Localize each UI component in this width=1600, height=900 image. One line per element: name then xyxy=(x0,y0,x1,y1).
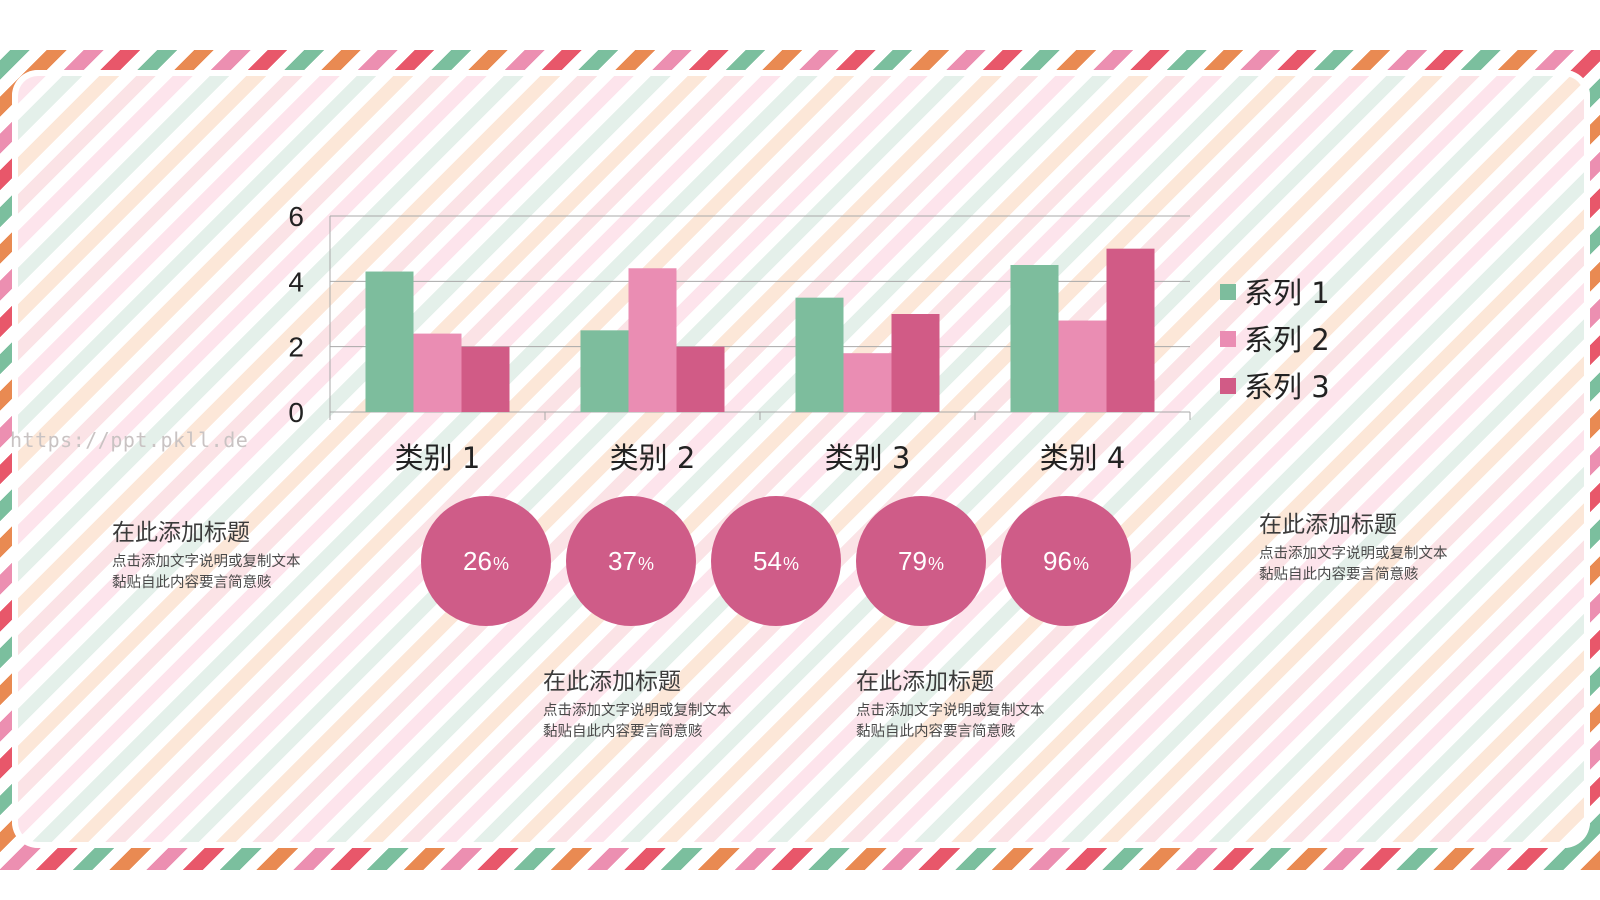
percent-value: 26 xyxy=(463,545,492,576)
percent-value: 79 xyxy=(898,545,927,576)
percent-value: 37 xyxy=(608,545,637,576)
block-title: 在此添加标题 xyxy=(1259,512,1397,538)
percent-sign: % xyxy=(637,553,654,574)
percent-bubble-5: 96% xyxy=(1001,496,1131,626)
bar xyxy=(676,346,725,412)
bar xyxy=(1106,248,1155,412)
y-tick-label: 2 xyxy=(288,332,304,363)
striped-content-panel xyxy=(12,70,1590,848)
x-tick-label: 类别 4 xyxy=(1040,441,1126,475)
watermark-text: https://ppt.pkll.de xyxy=(10,428,249,452)
text-block-center-right: 在此添加标题 点击添加文字说明或复制文本黏贴自此内容要言简意赅 xyxy=(856,667,1046,743)
text-block-center-left: 在此添加标题 点击添加文字说明或复制文本黏贴自此内容要言简意赅 xyxy=(543,667,733,743)
bar xyxy=(413,333,462,412)
bar xyxy=(1010,265,1059,412)
percent-sign: % xyxy=(927,553,944,574)
legend-swatch xyxy=(1220,331,1236,347)
percent-value: 96 xyxy=(1043,545,1072,576)
legend-swatch xyxy=(1220,284,1236,300)
legend-swatch xyxy=(1220,378,1236,394)
bar xyxy=(365,271,414,412)
legend-label: 系列 1 xyxy=(1244,276,1330,310)
bar xyxy=(580,330,629,412)
legend-label: 系列 3 xyxy=(1244,370,1330,404)
x-tick-label: 类别 1 xyxy=(395,441,481,475)
percent-sign: % xyxy=(782,553,799,574)
text-block-left: 在此添加标题 点击添加文字说明或复制文本黏贴自此内容要言简意赅 xyxy=(112,518,302,594)
legend-label: 系列 2 xyxy=(1244,323,1330,357)
block-title: 在此添加标题 xyxy=(856,669,994,695)
bar xyxy=(461,346,510,412)
y-tick-label: 6 xyxy=(288,201,304,232)
bar xyxy=(843,353,892,412)
percent-sign: % xyxy=(492,553,509,574)
block-description: 点击添加文字说明或复制文本黏贴自此内容要言简意赅 xyxy=(1259,546,1448,583)
block-description: 点击添加文字说明或复制文本黏贴自此内容要言简意赅 xyxy=(856,703,1045,740)
block-description: 点击添加文字说明或复制文本黏贴自此内容要言简意赅 xyxy=(112,554,301,591)
percent-bubble-4: 79% xyxy=(856,496,986,626)
block-description: 点击添加文字说明或复制文本黏贴自此内容要言简意赅 xyxy=(543,703,732,740)
text-block-right: 在此添加标题 点击添加文字说明或复制文本黏贴自此内容要言简意赅 xyxy=(1259,510,1449,586)
x-tick-label: 类别 2 xyxy=(610,441,696,475)
x-tick-label: 类别 3 xyxy=(825,441,911,475)
bar xyxy=(628,268,677,412)
y-tick-label: 4 xyxy=(288,266,304,297)
percent-bubble-2: 37% xyxy=(566,496,696,626)
bar xyxy=(891,314,940,412)
block-title: 在此添加标题 xyxy=(543,669,681,695)
block-title: 在此添加标题 xyxy=(112,520,250,546)
percent-bubble-1: 26% xyxy=(421,496,551,626)
percent-bubble-3: 54% xyxy=(711,496,841,626)
bar xyxy=(1058,320,1107,412)
y-tick-label: 0 xyxy=(288,397,304,428)
percent-value: 54 xyxy=(753,545,782,576)
percent-sign: % xyxy=(1072,553,1089,574)
bar xyxy=(795,297,844,412)
